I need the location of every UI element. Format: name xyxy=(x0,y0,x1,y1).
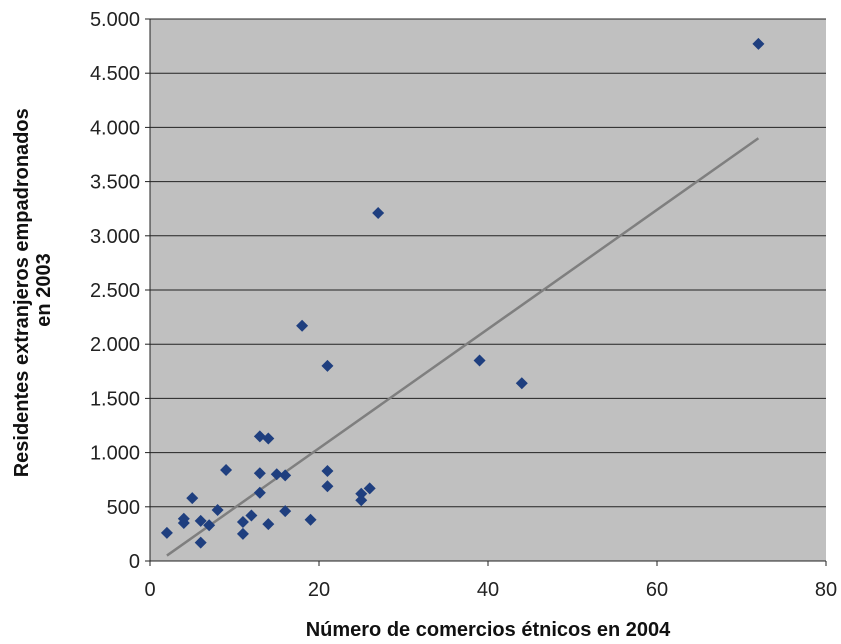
data-point xyxy=(253,486,266,499)
y-tick-label: 2.500 xyxy=(90,280,140,302)
data-point xyxy=(752,37,765,50)
y-tick-label: 5.000 xyxy=(90,9,140,31)
gridlines xyxy=(150,18,826,508)
data-point xyxy=(194,514,207,527)
data-point xyxy=(355,494,368,507)
data-point xyxy=(473,354,486,367)
x-tick-label: 40 xyxy=(477,579,499,601)
data-point xyxy=(236,515,249,528)
data-point xyxy=(279,505,292,518)
axes xyxy=(145,18,827,566)
data-point xyxy=(186,492,199,505)
trendline xyxy=(166,137,760,557)
y-tick-label: 0 xyxy=(129,551,140,573)
y-axis-title-line-1: Residentes extranjeros empadronados xyxy=(11,108,33,477)
y-axis-title: Residentes extranjeros empadronados en 2… xyxy=(11,103,55,478)
data-point xyxy=(355,487,368,500)
data-point xyxy=(220,463,233,476)
data-point xyxy=(160,526,173,539)
y-tick-label: 3.500 xyxy=(90,172,140,194)
data-points xyxy=(160,37,765,549)
data-point xyxy=(296,319,309,332)
data-point xyxy=(194,536,207,549)
data-point xyxy=(321,465,334,478)
data-point xyxy=(372,207,385,220)
data-point xyxy=(363,482,376,495)
y-tick-label: 1.000 xyxy=(90,443,140,465)
x-tick-label: 60 xyxy=(646,579,668,601)
data-point xyxy=(262,518,275,531)
y-tick-label: 4.500 xyxy=(90,63,140,85)
data-point xyxy=(515,377,528,390)
data-point xyxy=(245,509,258,522)
x-axis-title: Número de comercios étnicos en 2004 xyxy=(306,619,671,641)
data-point xyxy=(177,512,190,525)
x-tick-label: 0 xyxy=(144,579,155,601)
data-point xyxy=(262,432,275,445)
y-tick-label: 500 xyxy=(107,497,140,519)
data-point xyxy=(321,480,334,493)
data-point xyxy=(253,467,266,480)
data-point xyxy=(253,430,266,443)
data-point xyxy=(203,519,216,532)
data-point xyxy=(270,468,283,481)
x-tick-label: 80 xyxy=(815,579,837,601)
data-point xyxy=(304,513,317,526)
y-axis-title-line-2: en 2003 xyxy=(33,253,55,326)
x-tick-label: 20 xyxy=(308,579,330,601)
y-tick-label: 3.000 xyxy=(90,226,140,248)
y-tick-label: 1.500 xyxy=(90,388,140,410)
data-point xyxy=(279,469,292,482)
data-point xyxy=(236,527,249,540)
trendline-group xyxy=(166,137,760,557)
x-tick-labels: 0 20 40 60 80 xyxy=(144,579,837,601)
data-point xyxy=(321,359,334,372)
y-tick-label: 4.000 xyxy=(90,117,140,139)
y-tick-label: 2.000 xyxy=(90,334,140,356)
data-point xyxy=(211,504,224,517)
y-tick-labels: 0 500 1.000 1.500 2.000 2.500 3.000 3.500 4.000 4… xyxy=(90,9,140,573)
